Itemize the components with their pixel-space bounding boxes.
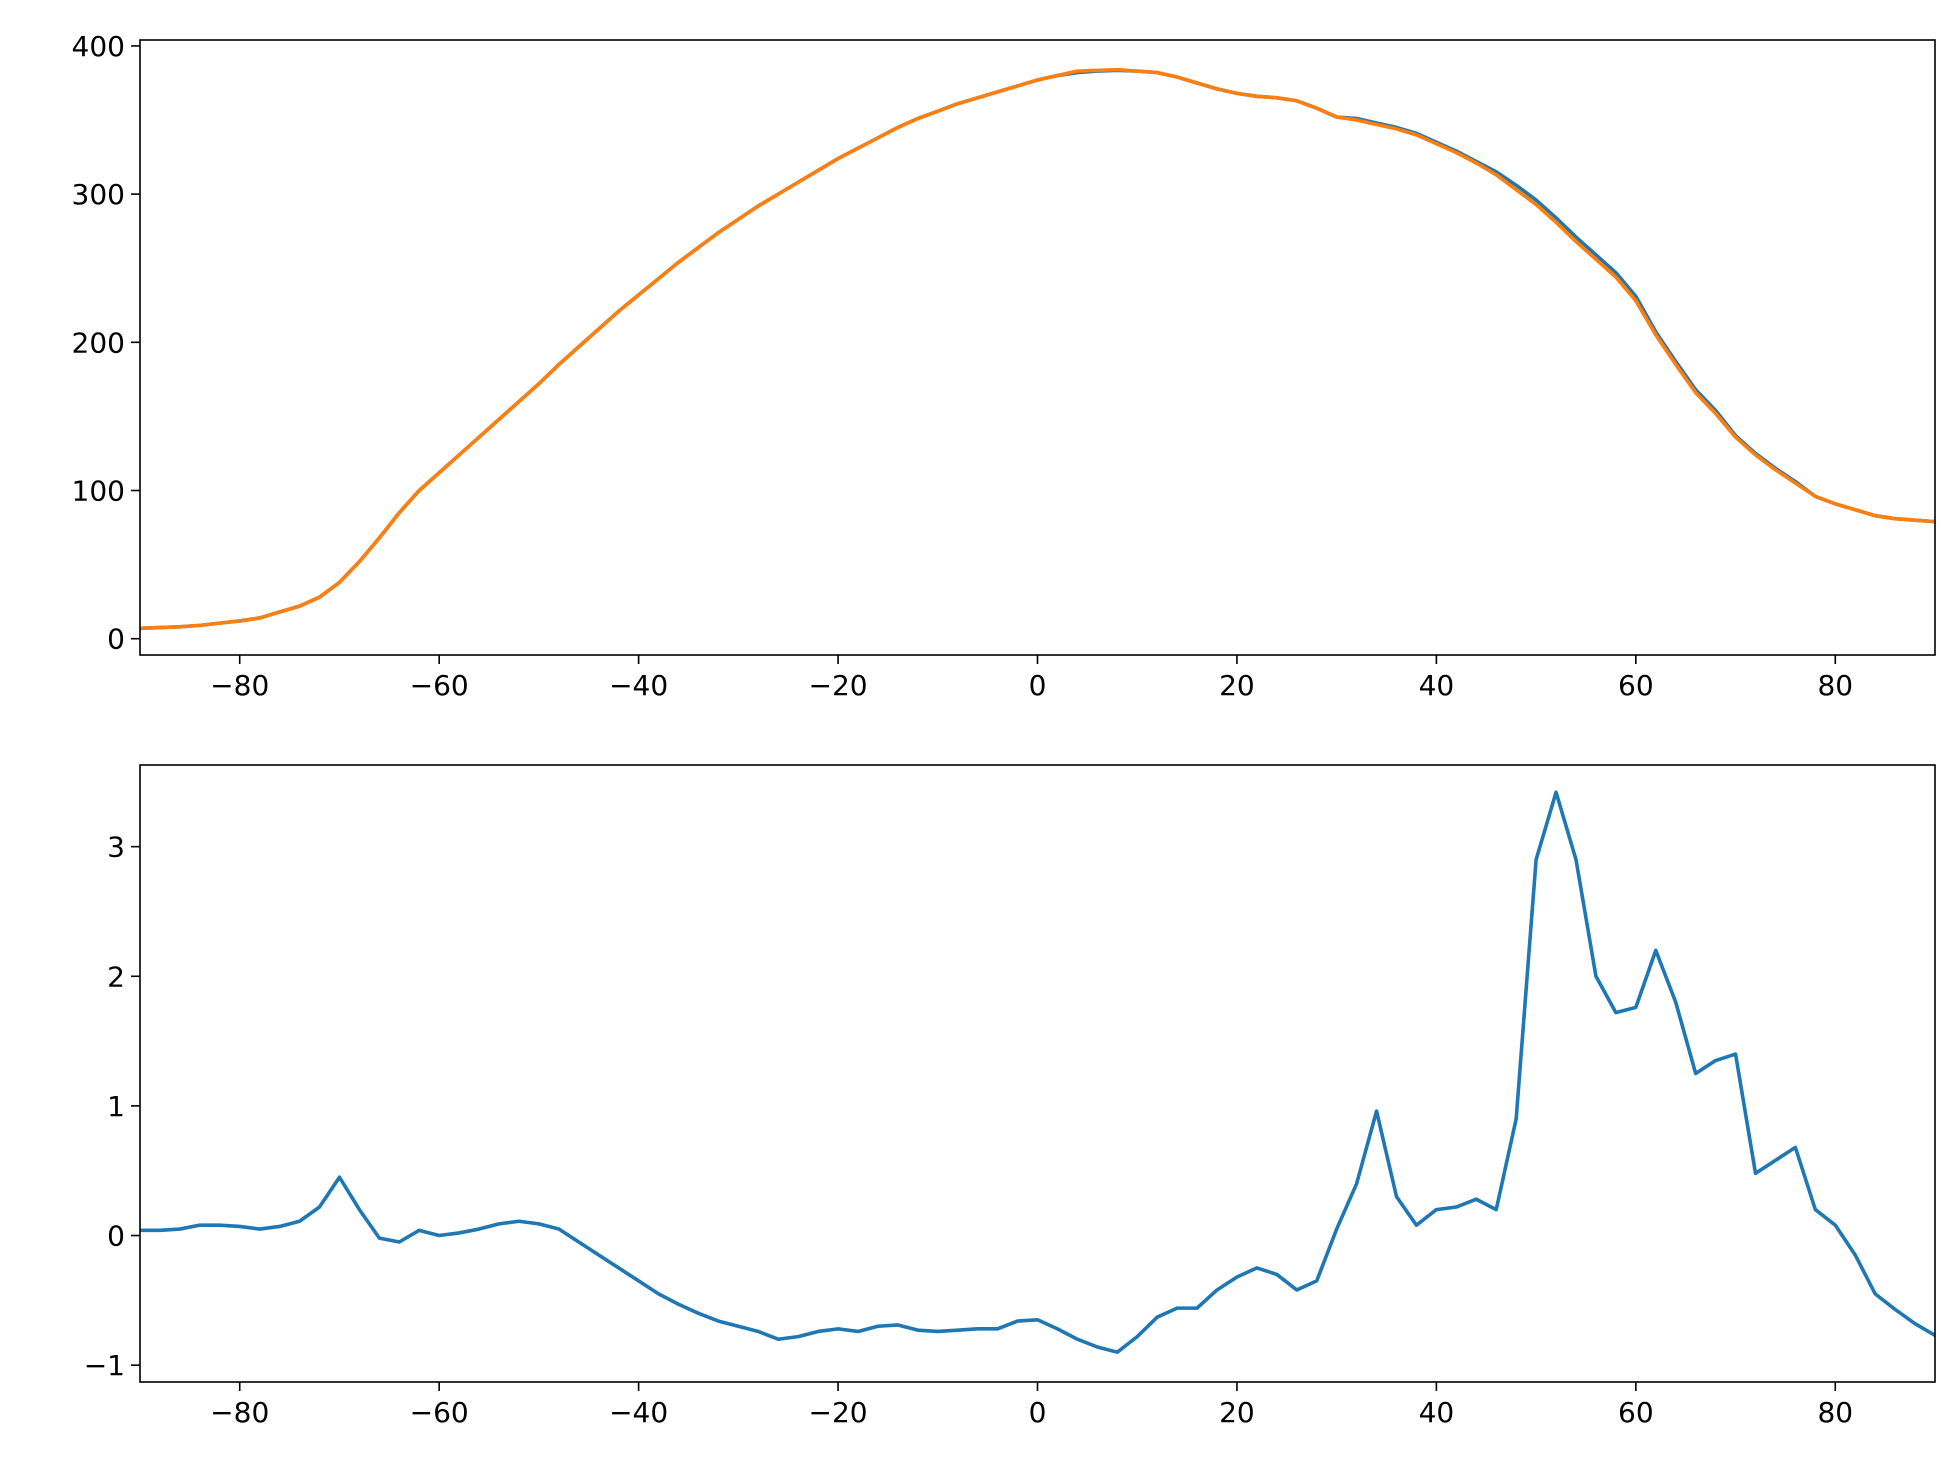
x-tick-label: 0: [1029, 669, 1047, 702]
x-tick-label: 0: [1029, 1396, 1047, 1429]
x-tick-label: −40: [609, 669, 668, 702]
x-tick-label: 20: [1219, 1396, 1255, 1429]
data-line: [140, 67, 1935, 631]
x-tick-label: 80: [1817, 669, 1853, 702]
x-tick-label: −60: [410, 669, 469, 702]
x-tick-label: 60: [1618, 669, 1654, 702]
y-tick-label: 100: [72, 475, 125, 508]
x-tick-label: 20: [1219, 669, 1255, 702]
x-tick-label: −40: [609, 1396, 668, 1429]
x-tick-label: 40: [1419, 1396, 1455, 1429]
y-tick-label: 2: [107, 960, 125, 993]
x-tick-label: 80: [1817, 1396, 1853, 1429]
axes-frame: [139, 764, 1936, 1383]
x-tick-label: −20: [809, 669, 868, 702]
y-tick-label: 0: [107, 623, 125, 656]
x-tick-label: −80: [210, 669, 269, 702]
x-tick-label: −60: [410, 1396, 469, 1429]
y-tick-label: −1: [84, 1349, 125, 1382]
y-tick-label: 300: [72, 178, 125, 211]
x-tick-label: 60: [1618, 1396, 1654, 1429]
y-tick-label: 1: [107, 1090, 125, 1123]
y-tick-label: 0: [107, 1220, 125, 1253]
y-tick-label: 400: [72, 30, 125, 63]
y-tick-label: 3: [107, 831, 125, 864]
x-tick-label: 40: [1419, 669, 1455, 702]
x-tick-label: −20: [809, 1396, 868, 1429]
x-tick-label: −80: [210, 1396, 269, 1429]
y-tick-label: 200: [72, 326, 125, 359]
data-line: [140, 790, 1935, 1354]
